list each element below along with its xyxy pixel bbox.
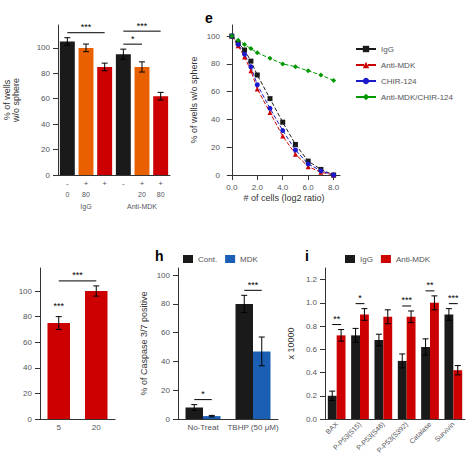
svg-text:40: 40 bbox=[41, 120, 50, 129]
svg-text:Catalase: Catalase bbox=[408, 420, 433, 445]
svg-text:% of wells: % of wells bbox=[1, 79, 12, 121]
svg-text:100: 100 bbox=[157, 271, 171, 280]
svg-text:**: ** bbox=[426, 280, 434, 290]
svg-text:60: 60 bbox=[23, 338, 32, 347]
svg-text:0.4: 0.4 bbox=[306, 368, 318, 377]
svg-text:80: 80 bbox=[41, 69, 50, 78]
svg-text:+: + bbox=[140, 179, 145, 188]
svg-text:% of Caspase 3/7 positive: % of Caspase 3/7 positive bbox=[139, 291, 149, 395]
svg-text:Survivin: Survivin bbox=[433, 420, 456, 443]
svg-text:8.0: 8.0 bbox=[328, 183, 340, 192]
svg-text:***: *** bbox=[137, 21, 148, 31]
svg-text:Cont.: Cont. bbox=[198, 255, 217, 264]
svg-text:x 10000: x 10000 bbox=[286, 327, 296, 359]
svg-text:+: + bbox=[84, 179, 89, 188]
svg-text:0.0: 0.0 bbox=[226, 183, 238, 192]
svg-text:+: + bbox=[102, 179, 107, 188]
svg-text:*: * bbox=[131, 34, 135, 44]
svg-text:*: * bbox=[201, 389, 205, 399]
svg-text:% of wells w/o sphere: % of wells w/o sphere bbox=[189, 56, 199, 143]
svg-text:1.2: 1.2 bbox=[306, 275, 318, 284]
svg-text:P-P53(S15): P-P53(S15) bbox=[331, 420, 363, 452]
svg-text:IgG: IgG bbox=[381, 45, 394, 54]
svg-text:IgG: IgG bbox=[80, 203, 91, 211]
svg-text:***: *** bbox=[53, 301, 64, 311]
svg-text:e: e bbox=[205, 10, 213, 26]
svg-text:***: *** bbox=[248, 280, 259, 290]
svg-text:IgG: IgG bbox=[360, 255, 373, 264]
svg-text:80: 80 bbox=[157, 191, 165, 198]
svg-text:P-P53(S392): P-P53(S392) bbox=[376, 421, 410, 455]
svg-text:*: * bbox=[358, 293, 362, 303]
svg-text:80: 80 bbox=[23, 312, 32, 321]
svg-text:6.0: 6.0 bbox=[303, 183, 315, 192]
svg-text:20: 20 bbox=[161, 386, 170, 395]
svg-text:***: *** bbox=[81, 22, 92, 32]
svg-text:-: - bbox=[122, 179, 125, 188]
svg-text:0.2: 0.2 bbox=[306, 391, 318, 400]
svg-text:w/o sphere: w/o sphere bbox=[11, 78, 21, 123]
svg-text:5: 5 bbox=[57, 423, 62, 432]
svg-text:40: 40 bbox=[211, 115, 220, 124]
svg-text:0: 0 bbox=[65, 191, 69, 198]
svg-text:20: 20 bbox=[92, 423, 101, 432]
svg-text:***: *** bbox=[448, 293, 459, 303]
svg-text:-: - bbox=[66, 179, 69, 188]
svg-text:20: 20 bbox=[23, 389, 32, 398]
svg-text:0: 0 bbox=[28, 415, 33, 424]
svg-text:No-Treat: No-Treat bbox=[187, 423, 219, 432]
svg-text:***: *** bbox=[72, 270, 83, 280]
svg-text:+: + bbox=[158, 179, 163, 188]
svg-text:Anti-MDK: Anti-MDK bbox=[381, 61, 416, 70]
svg-text:20: 20 bbox=[211, 143, 220, 152]
svg-text:0.8: 0.8 bbox=[306, 322, 318, 331]
svg-text:***: *** bbox=[401, 295, 412, 305]
svg-text:Anti-MDK: Anti-MDK bbox=[127, 203, 157, 210]
svg-text:CHIR-124: CHIR-124 bbox=[381, 77, 417, 86]
svg-text:20: 20 bbox=[138, 191, 146, 198]
svg-text:0: 0 bbox=[166, 415, 171, 424]
svg-text:P-P53(S46): P-P53(S46) bbox=[355, 420, 386, 452]
svg-text:100: 100 bbox=[37, 43, 51, 52]
svg-text:100: 100 bbox=[207, 32, 221, 41]
svg-text:BAX: BAX bbox=[324, 420, 339, 435]
svg-text:MDK: MDK bbox=[240, 255, 258, 264]
svg-text:0: 0 bbox=[216, 171, 221, 180]
svg-text:60: 60 bbox=[41, 94, 50, 103]
svg-text:0: 0 bbox=[46, 171, 51, 180]
svg-text:80: 80 bbox=[82, 191, 90, 198]
svg-text:20: 20 bbox=[41, 145, 50, 154]
svg-text:4.0: 4.0 bbox=[277, 183, 289, 192]
svg-text:Anti-MDK/CHIR-124: Anti-MDK/CHIR-124 bbox=[381, 93, 454, 102]
svg-text:60: 60 bbox=[211, 87, 220, 96]
svg-text:80: 80 bbox=[211, 59, 220, 68]
svg-text:0.0: 0.0 bbox=[306, 415, 318, 424]
svg-text:h: h bbox=[155, 248, 164, 264]
svg-text:Anti-MDK: Anti-MDK bbox=[396, 255, 431, 264]
svg-text:40: 40 bbox=[23, 363, 32, 372]
svg-text:TBHP (50 μM): TBHP (50 μM) bbox=[227, 423, 278, 432]
svg-text:**: ** bbox=[333, 314, 341, 324]
svg-text:80: 80 bbox=[161, 299, 170, 308]
svg-text:i: i bbox=[305, 248, 309, 264]
svg-text:60: 60 bbox=[161, 328, 170, 337]
svg-text:0.6: 0.6 bbox=[306, 345, 318, 354]
svg-text:# of cells (log2 ratio): # of cells (log2 ratio) bbox=[243, 193, 324, 203]
svg-text:40: 40 bbox=[161, 357, 170, 366]
svg-text:100: 100 bbox=[19, 287, 33, 296]
svg-text:2.0: 2.0 bbox=[252, 183, 264, 192]
svg-text:1.0: 1.0 bbox=[306, 298, 318, 307]
